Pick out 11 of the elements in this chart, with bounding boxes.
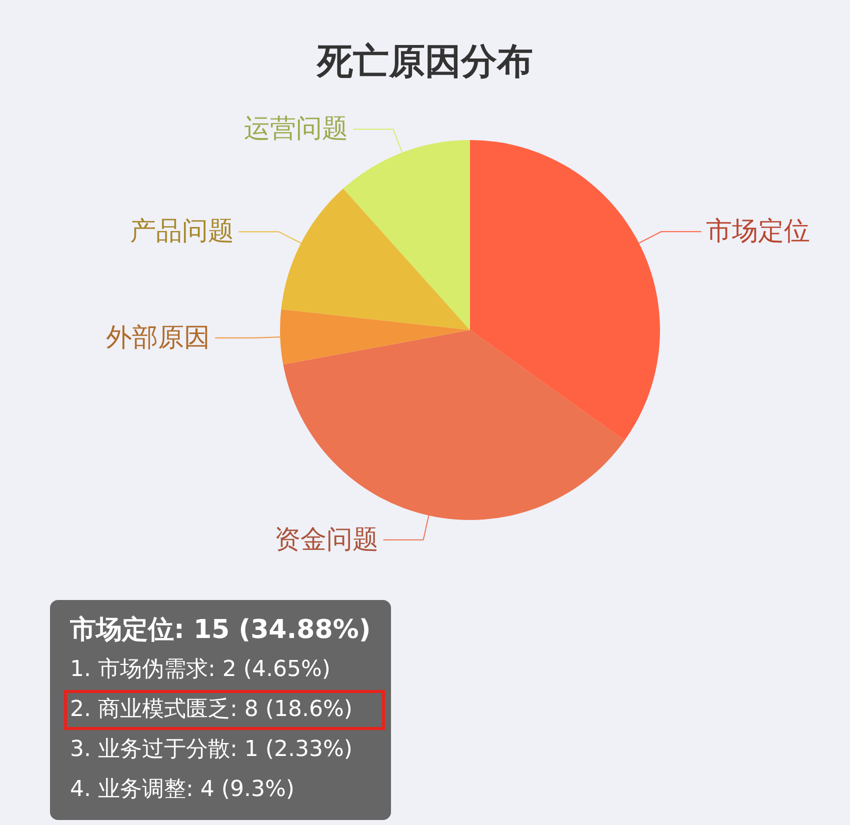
chart-title: 死亡原因分布: [316, 40, 533, 82]
slice-label: 市场定位: [706, 216, 810, 247]
text: 4. 业务调整: 4 (9.3%): [69, 776, 296, 804]
slice-label: 外部原因: [106, 322, 210, 353]
text: 市场定位: 15 (34.88%): [69, 614, 372, 647]
text: 1. 市场伪需求: 2 (4.65%): [69, 656, 332, 684]
text: 3. 业务过于分散: 1 (2.33%): [69, 736, 354, 764]
text: 2. 商业模式匮乏: 8 (18.6%): [69, 696, 354, 724]
slice-label: 产品问题: [130, 216, 234, 247]
slice-label: 资金问题: [274, 524, 378, 555]
slice-label: 运营问题: [244, 114, 348, 144]
